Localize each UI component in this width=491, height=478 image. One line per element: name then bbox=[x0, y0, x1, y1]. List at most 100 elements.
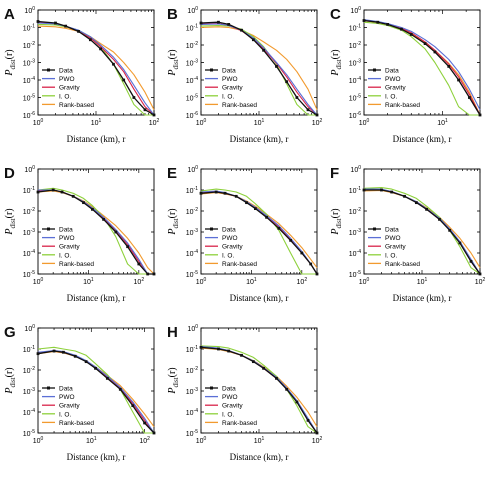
x-axis-label: Distance (km), r bbox=[393, 293, 452, 303]
data-point bbox=[36, 352, 40, 356]
y-tick-label: 10-6 bbox=[349, 111, 361, 120]
series-line-pwo bbox=[364, 188, 481, 275]
data-point bbox=[227, 349, 231, 353]
chart-svg: 10-6 10-5 10-4 10-3 10-2 10-1 100 100 101 102 Dist… bbox=[4, 6, 160, 144]
series-line-gravity bbox=[200, 346, 318, 434]
data-point bbox=[262, 48, 265, 52]
series-line-rank-based bbox=[200, 347, 318, 427]
y-tick-label: 10-1 bbox=[23, 24, 35, 33]
legend-label: Data bbox=[222, 386, 236, 393]
data-point bbox=[245, 201, 248, 205]
legend-label: PWO bbox=[222, 76, 238, 83]
y-axis-label: Pdist(r) bbox=[167, 208, 180, 235]
series-line-data bbox=[363, 19, 481, 116]
plot-frame bbox=[200, 168, 318, 275]
series-line-gravity bbox=[200, 190, 318, 275]
y-tick-label: 10-5 bbox=[186, 270, 198, 279]
data-point bbox=[277, 226, 281, 230]
plot-frame bbox=[37, 9, 155, 116]
legend-label: Rank-based bbox=[222, 102, 257, 109]
x-tick-label: 102 bbox=[312, 436, 323, 445]
data-point bbox=[51, 188, 55, 192]
series-line-rank-based bbox=[37, 25, 155, 110]
data-point bbox=[295, 96, 299, 99]
data-point bbox=[306, 418, 310, 422]
plot-frame bbox=[37, 327, 155, 434]
chart-panel-b: B 10-6 10-5 10-4 10-3 10-2 10-1 100 100 101 102 Dis… bbox=[163, 0, 326, 159]
y-tick-label: 100 bbox=[24, 6, 35, 15]
y-tick-label: 10-5 bbox=[23, 429, 35, 438]
data-point bbox=[122, 78, 126, 82]
series-line-i-o bbox=[363, 187, 481, 275]
series-line-i-o bbox=[200, 188, 317, 275]
legend-marker bbox=[47, 227, 50, 231]
data-point bbox=[143, 421, 147, 425]
panel-label: H bbox=[167, 324, 178, 341]
chart-panel-h: H 10-5 10-4 10-3 10-2 10-1 100 100 101 102 Distanc… bbox=[163, 318, 326, 477]
series-line-pwo bbox=[200, 346, 318, 434]
data-point bbox=[146, 272, 150, 276]
plot-frame bbox=[200, 327, 318, 434]
data-point bbox=[118, 387, 122, 391]
series-line-pwo bbox=[200, 190, 318, 275]
chart-panel-e: E 10-5 10-4 10-3 10-2 10-1 100 100 101 102 Distanc… bbox=[163, 159, 326, 318]
data-point bbox=[300, 251, 304, 255]
x-tick-label: 101 bbox=[254, 436, 265, 445]
legend-label: Gravity bbox=[222, 403, 243, 410]
legend-label: I. O. bbox=[385, 93, 397, 100]
data-point bbox=[227, 23, 231, 26]
y-tick-label: 10-5 bbox=[23, 94, 35, 103]
legend-label: I. O. bbox=[222, 411, 234, 418]
data-point bbox=[199, 21, 203, 25]
legend-marker bbox=[373, 68, 376, 72]
y-tick-label: 10-4 bbox=[349, 249, 361, 258]
data-point bbox=[143, 108, 147, 112]
y-tick-label: 100 bbox=[187, 324, 198, 333]
data-point bbox=[309, 262, 313, 266]
y-tick-label: 10-1 bbox=[23, 186, 35, 195]
chart-svg: 10-6 10-5 10-4 10-3 10-2 10-1 100 100 101 Distanc… bbox=[330, 6, 482, 144]
legend-label: PWO bbox=[222, 235, 238, 242]
data-point bbox=[362, 19, 366, 22]
y-tick-label: 10-4 bbox=[23, 249, 35, 258]
data-point bbox=[60, 190, 64, 194]
series-line-i-o bbox=[37, 346, 154, 434]
y-tick-label: 100 bbox=[187, 165, 198, 174]
y-tick-label: 10-4 bbox=[186, 76, 198, 85]
series-line-gravity bbox=[363, 19, 481, 116]
data-point bbox=[447, 64, 451, 68]
y-tick-label: 100 bbox=[24, 324, 35, 333]
y-tick-label: 10-5 bbox=[186, 94, 198, 103]
data-point bbox=[240, 353, 243, 357]
legend-label: PWO bbox=[222, 394, 238, 401]
data-point bbox=[469, 259, 473, 263]
data-point bbox=[285, 387, 289, 391]
y-axis-label: Pdist(r) bbox=[167, 367, 180, 394]
legend-marker bbox=[210, 227, 213, 231]
data-point bbox=[217, 347, 220, 351]
series-line-data bbox=[200, 21, 318, 116]
legend-label: Rank-based bbox=[385, 102, 420, 109]
panel-label: A bbox=[4, 6, 15, 23]
legend-label: I. O. bbox=[222, 93, 234, 100]
y-tick-label: 10-3 bbox=[23, 387, 35, 396]
y-tick-label: 10-4 bbox=[23, 76, 35, 85]
x-axis-label: Distance (km), r bbox=[393, 134, 452, 144]
x-tick-label: 101 bbox=[91, 118, 102, 127]
data-point bbox=[102, 217, 105, 221]
y-tick-label: 10-2 bbox=[349, 41, 361, 50]
panel-label: B bbox=[167, 6, 178, 23]
panel-label: C bbox=[330, 6, 341, 23]
legend-label: I. O. bbox=[222, 252, 234, 259]
data-point bbox=[131, 404, 135, 408]
legend-label: I. O. bbox=[59, 411, 71, 418]
legend-label: Rank-based bbox=[59, 102, 94, 109]
data-point bbox=[152, 113, 156, 117]
x-axis-label: Distance (km), r bbox=[67, 293, 126, 303]
x-tick-label: 101 bbox=[417, 277, 428, 286]
y-tick-label: 10-1 bbox=[186, 186, 198, 195]
data-point bbox=[251, 360, 255, 364]
chart-panel-a: A 10-6 10-5 10-4 10-3 10-2 10-1 100 100 101 102 Dis… bbox=[0, 0, 163, 159]
legend-label: I. O. bbox=[59, 252, 71, 259]
